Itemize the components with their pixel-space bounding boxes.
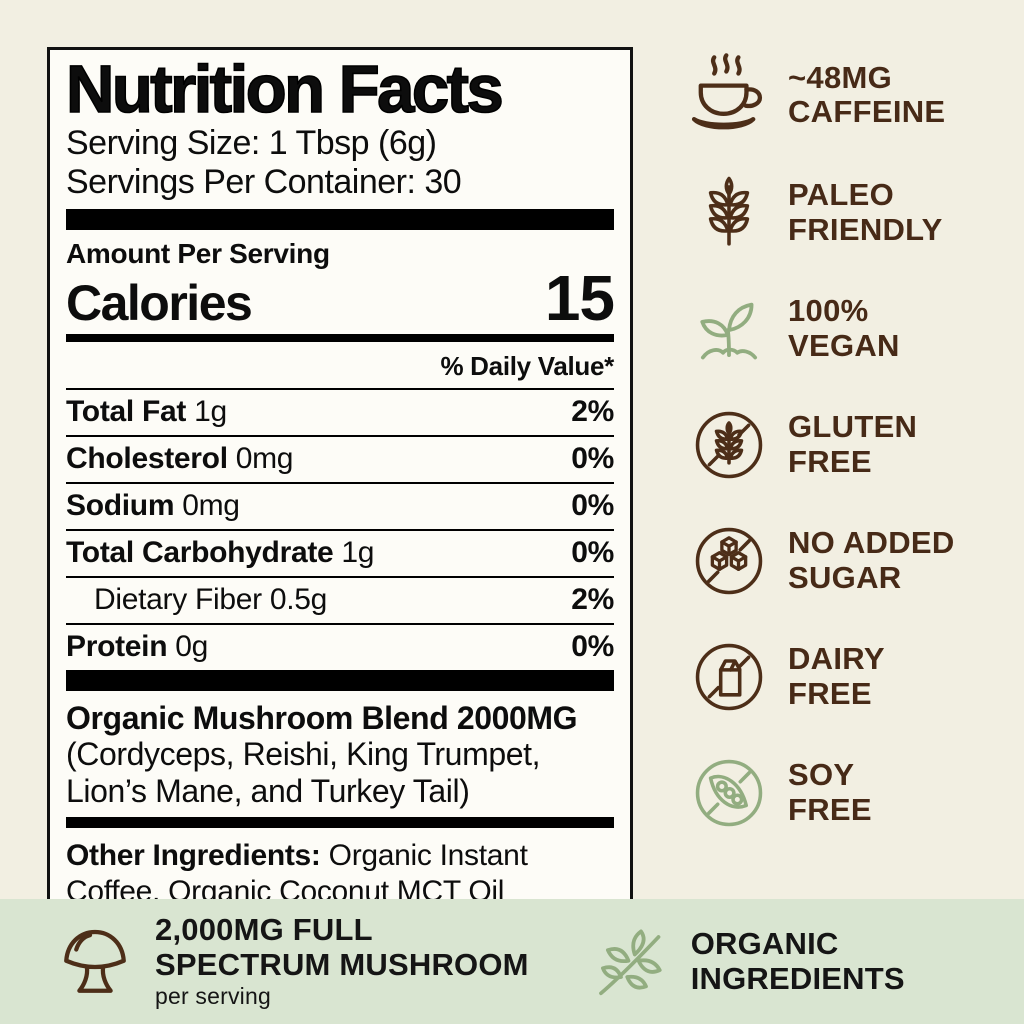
badge-line2: VEGAN <box>788 327 900 363</box>
badge-line1: NO ADDED <box>788 525 955 561</box>
bottom-banner: 2,000MG FULL SPECTRUM MUSHROOM per servi… <box>0 899 1024 1024</box>
leaf-branch-icon <box>591 920 671 1004</box>
table-row: Sodium 0mg 0% <box>66 481 614 529</box>
feature-badges: ~48MG CAFFEINE PALEO FRIENDLY <box>682 52 1002 834</box>
badge-no-added-sugar: NO ADDED SUGAR <box>682 519 1002 602</box>
table-row: Total Fat 1g 2% <box>66 387 614 435</box>
banner-line1: ORGANIC <box>690 925 839 961</box>
daily-value-header: % Daily Value* <box>440 350 614 381</box>
nutrient-dv: 2% <box>571 582 614 616</box>
divider-medium <box>66 333 614 342</box>
calories-row: Calories 15 <box>66 262 615 335</box>
nutrient-amount: 0mg <box>235 441 294 475</box>
table-row: Cholesterol 0mg 0% <box>66 434 614 482</box>
badge-line2: SUGAR <box>788 559 902 595</box>
banner-line2: INGREDIENTS <box>690 960 905 996</box>
badge-vegan: 100% VEGAN <box>682 287 1002 370</box>
badge-caffeine: ~48MG CAFFEINE <box>682 52 1002 138</box>
dairy-free-icon <box>682 639 776 715</box>
badge-dairy-free: DAIRY FREE <box>682 635 1002 718</box>
servings-per-container: Servings Per Container: 30 <box>66 162 462 201</box>
mushroom-blend-detail: Lion’s Mane, and Turkey Tail) <box>66 772 470 809</box>
gluten-free-icon <box>682 407 776 483</box>
banner-sub: per serving <box>155 983 271 1010</box>
nutrient-dv: 0% <box>571 488 614 522</box>
nutrient-dv: 0% <box>571 629 614 663</box>
plant-sprout-icon <box>682 291 776 367</box>
badge-line1: GLUTEN <box>788 409 918 445</box>
nutrient-name: Total Carbohydrate <box>66 535 334 569</box>
nutrient-dv: 0% <box>571 535 614 569</box>
divider-thick <box>66 209 614 231</box>
nutrient-amount: 0g <box>175 629 209 663</box>
no-sugar-icon <box>682 523 776 599</box>
calories-label: Calories <box>66 274 253 331</box>
badge-soy-free: SOY FREE <box>682 751 1002 834</box>
calories-value: 15 <box>544 262 615 335</box>
nutrient-dv: 0% <box>571 441 614 475</box>
soy-free-icon <box>682 755 776 831</box>
badge-line1: 100% <box>788 293 869 329</box>
badge-line1: PALEO <box>788 177 894 213</box>
wheat-icon <box>682 175 776 251</box>
badge-line1: SOY <box>788 757 855 793</box>
nutrient-amount: 1g <box>194 394 227 428</box>
badge-line2: FRIENDLY <box>788 211 943 247</box>
badge-line2: CAFFEINE <box>788 94 946 129</box>
nutrient-name: Sodium <box>66 488 175 522</box>
mushroom-blend: Organic Mushroom Blend 2000MG (Cordyceps… <box>66 700 614 809</box>
table-row: Total Carbohydrate 1g 0% <box>66 528 614 576</box>
amount-per-serving: Amount Per Serving <box>66 238 330 270</box>
banner-organic-claim: ORGANIC INGREDIENTS <box>591 920 905 1004</box>
nutrient-amount: 1g <box>341 535 375 569</box>
badge-line1: ~48MG <box>788 59 893 95</box>
mushroom-icon <box>55 920 135 1004</box>
nutrient-name: Protein <box>66 629 168 663</box>
badge-line1: DAIRY <box>788 641 885 677</box>
nutrient-name: Total Fat <box>66 394 187 428</box>
nutrient-amount: 0mg <box>182 488 240 522</box>
badge-line2: FREE <box>788 791 872 827</box>
badge-line2: FREE <box>788 443 872 479</box>
coffee-cup-icon <box>682 52 776 138</box>
divider-blend <box>66 817 614 829</box>
badge-paleo: PALEO FRIENDLY <box>682 171 1002 254</box>
nutrition-facts-panel: Nutrition Facts Serving Size: 1 Tbsp (6g… <box>47 47 633 928</box>
serving-size: Serving Size: 1 Tbsp (6g) <box>66 124 437 163</box>
table-row: Protein 0g 0% <box>66 622 614 670</box>
nutrient-dv: 2% <box>571 394 614 428</box>
table-row: Dietary Fiber 0.5g 2% <box>66 575 614 623</box>
badge-line2: FREE <box>788 675 872 711</box>
banner-mushroom-claim: 2,000MG FULL SPECTRUM MUSHROOM per servi… <box>55 911 529 1010</box>
mushroom-blend-title: Organic Mushroom Blend 2000MG <box>66 699 578 736</box>
banner-line1: 2,000MG FULL <box>155 911 373 947</box>
nutrient-name: Cholesterol <box>66 441 228 475</box>
banner-line2: SPECTRUM MUSHROOM <box>155 946 529 982</box>
other-ingredients-label: Other Ingredients: <box>66 839 321 873</box>
badge-gluten-free: GLUTEN FREE <box>682 403 1002 486</box>
mushroom-blend-detail: (Cordyceps, Reishi, King Trumpet, <box>66 736 541 773</box>
nutrient-amount: 0.5g <box>269 582 328 616</box>
nutrition-facts-title: Nutrition Facts <box>65 52 504 127</box>
divider-thick <box>66 669 614 691</box>
nutrient-name: Dietary Fiber <box>94 582 262 616</box>
